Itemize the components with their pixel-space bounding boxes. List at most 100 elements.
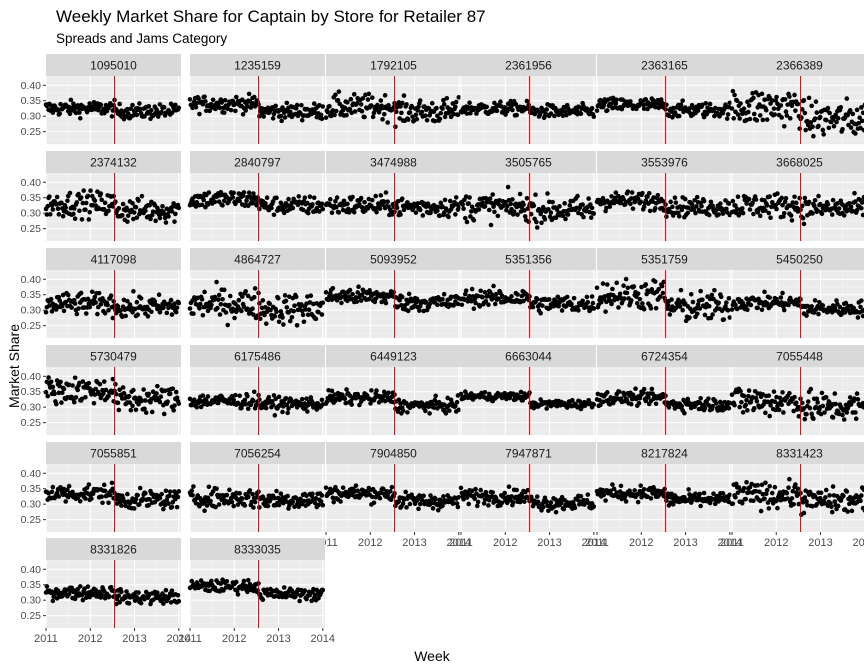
data-point — [774, 94, 779, 100]
data-point — [802, 195, 808, 201]
data-point — [57, 383, 63, 389]
data-point — [415, 201, 420, 206]
data-point — [125, 213, 131, 218]
data-point — [625, 285, 631, 291]
data-point — [259, 305, 265, 311]
data-point — [369, 494, 375, 500]
data-point — [804, 411, 809, 417]
data-point — [231, 397, 236, 403]
data-point — [511, 209, 517, 214]
data-point — [270, 116, 276, 121]
data-point — [739, 399, 744, 405]
data-point — [462, 291, 468, 297]
data-point — [695, 302, 701, 307]
facet-strip-label: 3553976 — [641, 156, 688, 170]
data-point — [137, 101, 142, 106]
data-point — [131, 113, 136, 118]
data-point — [167, 391, 173, 397]
data-point — [371, 500, 377, 506]
data-point — [534, 225, 540, 230]
data-point — [293, 294, 299, 300]
data-point — [189, 402, 195, 408]
data-point — [694, 306, 699, 311]
data-point — [161, 411, 167, 417]
data-point — [774, 296, 779, 302]
data-point — [410, 298, 415, 304]
y-tick-label: 0.30 — [21, 208, 42, 220]
data-point — [80, 200, 86, 206]
data-point — [802, 110, 808, 116]
data-point — [417, 207, 423, 213]
data-point — [65, 487, 70, 493]
data-point — [853, 199, 858, 204]
data-point — [227, 487, 232, 493]
data-point — [510, 197, 515, 202]
facet-strip-label: 2366389 — [776, 59, 823, 73]
data-point — [679, 403, 685, 409]
data-point — [795, 101, 801, 107]
data-point — [786, 302, 791, 308]
data-point — [776, 407, 782, 413]
data-point — [116, 205, 122, 211]
data-point — [413, 112, 419, 118]
data-point — [591, 114, 597, 120]
facet-strip — [326, 54, 461, 76]
data-point — [263, 321, 269, 326]
data-point — [789, 218, 795, 223]
data-point — [616, 305, 621, 310]
data-point — [316, 502, 321, 508]
data-point — [327, 103, 332, 109]
data-point — [640, 301, 645, 306]
data-point — [78, 290, 84, 296]
data-point — [199, 297, 205, 302]
data-point — [327, 197, 333, 202]
data-point — [93, 386, 98, 392]
data-point — [75, 387, 80, 393]
data-point — [751, 95, 756, 101]
data-point — [261, 114, 266, 119]
data-point — [168, 297, 174, 303]
facet-strip-label: 1095010 — [90, 59, 137, 73]
data-point — [371, 110, 377, 116]
data-point — [815, 400, 820, 405]
data-point — [349, 402, 355, 407]
data-point — [446, 214, 451, 220]
data-point — [793, 108, 798, 113]
data-point — [486, 503, 491, 508]
data-point — [174, 305, 180, 310]
data-point — [87, 304, 92, 310]
facet-strip-label: 5093952 — [370, 253, 417, 267]
data-point — [533, 192, 538, 198]
data-point — [732, 402, 737, 408]
data-point — [278, 491, 284, 496]
data-point — [342, 105, 348, 111]
data-point — [562, 201, 567, 206]
data-point — [459, 302, 465, 308]
data-point — [823, 395, 829, 400]
data-point — [857, 115, 862, 120]
data-point — [71, 211, 76, 217]
data-point — [641, 306, 647, 312]
data-point — [274, 195, 279, 201]
data-point — [688, 291, 694, 297]
data-point — [58, 379, 63, 385]
chart-title: Weekly Market Share for Captain by Store… — [56, 7, 486, 26]
data-point — [133, 496, 139, 502]
data-point — [809, 411, 814, 417]
data-point — [437, 497, 443, 503]
data-point — [377, 206, 383, 211]
data-point — [766, 210, 772, 216]
data-point — [397, 116, 402, 121]
data-point — [792, 394, 797, 400]
data-point — [284, 305, 290, 310]
data-point — [133, 204, 139, 210]
data-point — [426, 404, 432, 410]
data-point — [359, 108, 365, 114]
facet-panel — [461, 367, 596, 435]
data-point — [745, 99, 750, 105]
data-point — [494, 108, 500, 114]
data-point — [196, 96, 201, 101]
data-point — [401, 207, 407, 213]
data-point — [607, 204, 613, 209]
data-point — [176, 105, 182, 111]
